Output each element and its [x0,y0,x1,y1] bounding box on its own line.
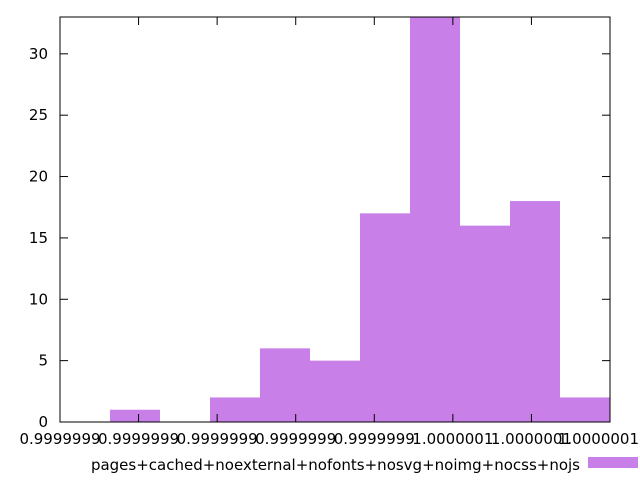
y-tick-label: 5 [38,352,48,370]
x-tick-label: 1.0000001 [412,430,493,448]
histogram-bar [460,225,510,422]
x-axis: 0.99999990.99999990.99999990.99999990.99… [19,17,639,448]
legend: pages+cached+noexternal+nofonts+nosvg+no… [91,456,638,474]
plot-frame [59,16,611,423]
y-tick-label: 0 [38,413,48,431]
y-tick-label: 20 [29,168,48,186]
legend-label: pages+cached+noexternal+nofonts+nosvg+no… [91,456,580,474]
histogram-bar [210,397,260,422]
y-tick-label: 10 [29,290,48,308]
histogram-bar [110,409,160,422]
x-tick-label: 1.0000001 [558,430,639,448]
x-tick-label: 0.9999999 [98,430,179,448]
histogram-bar [260,348,310,422]
histogram-bar [360,213,410,422]
x-tick-label: 0.9999999 [334,430,415,448]
histogram-bar [510,201,560,422]
y-axis: 0 5 10 15 20 25 30 [29,45,610,431]
histogram-bar [410,17,460,422]
x-tick-label: 0.9999999 [177,430,258,448]
x-tick-label: 0.9999999 [255,430,336,448]
x-tick-label: 0.9999999 [19,430,100,448]
histogram-bar [560,397,610,422]
bars-group [110,17,610,422]
y-tick-label: 25 [29,106,48,124]
x-tick-label: 1.0000001 [491,430,572,448]
y-tick-label: 30 [29,45,48,63]
histogram-bar [310,360,360,422]
y-tick-label: 15 [29,229,48,247]
legend-swatch [588,457,638,468]
